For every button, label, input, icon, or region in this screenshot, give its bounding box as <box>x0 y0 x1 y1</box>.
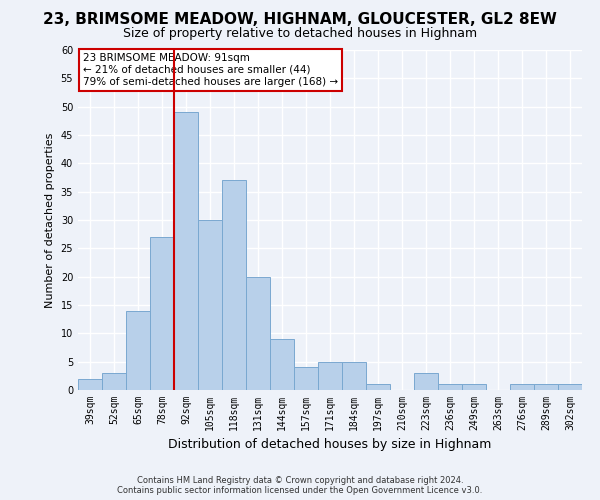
Bar <box>342 362 366 390</box>
Bar <box>102 373 126 390</box>
Bar <box>318 362 342 390</box>
Bar <box>294 368 318 390</box>
X-axis label: Distribution of detached houses by size in Highnam: Distribution of detached houses by size … <box>169 438 491 452</box>
Text: 23, BRIMSOME MEADOW, HIGHNAM, GLOUCESTER, GL2 8EW: 23, BRIMSOME MEADOW, HIGHNAM, GLOUCESTER… <box>43 12 557 28</box>
Bar <box>222 180 246 390</box>
Bar <box>174 112 198 390</box>
Bar <box>126 310 150 390</box>
Text: 23 BRIMSOME MEADOW: 91sqm
← 21% of detached houses are smaller (44)
79% of semi-: 23 BRIMSOME MEADOW: 91sqm ← 21% of detac… <box>83 54 338 86</box>
Y-axis label: Number of detached properties: Number of detached properties <box>45 132 55 308</box>
Bar <box>150 237 174 390</box>
Bar <box>534 384 558 390</box>
Bar <box>198 220 222 390</box>
Bar <box>462 384 486 390</box>
Bar <box>438 384 462 390</box>
Bar <box>558 384 582 390</box>
Bar <box>414 373 438 390</box>
Bar <box>246 276 270 390</box>
Bar <box>510 384 534 390</box>
Bar <box>78 378 102 390</box>
Text: Size of property relative to detached houses in Highnam: Size of property relative to detached ho… <box>123 28 477 40</box>
Text: Contains HM Land Registry data © Crown copyright and database right 2024.
Contai: Contains HM Land Registry data © Crown c… <box>118 476 482 495</box>
Bar <box>270 339 294 390</box>
Bar <box>366 384 390 390</box>
